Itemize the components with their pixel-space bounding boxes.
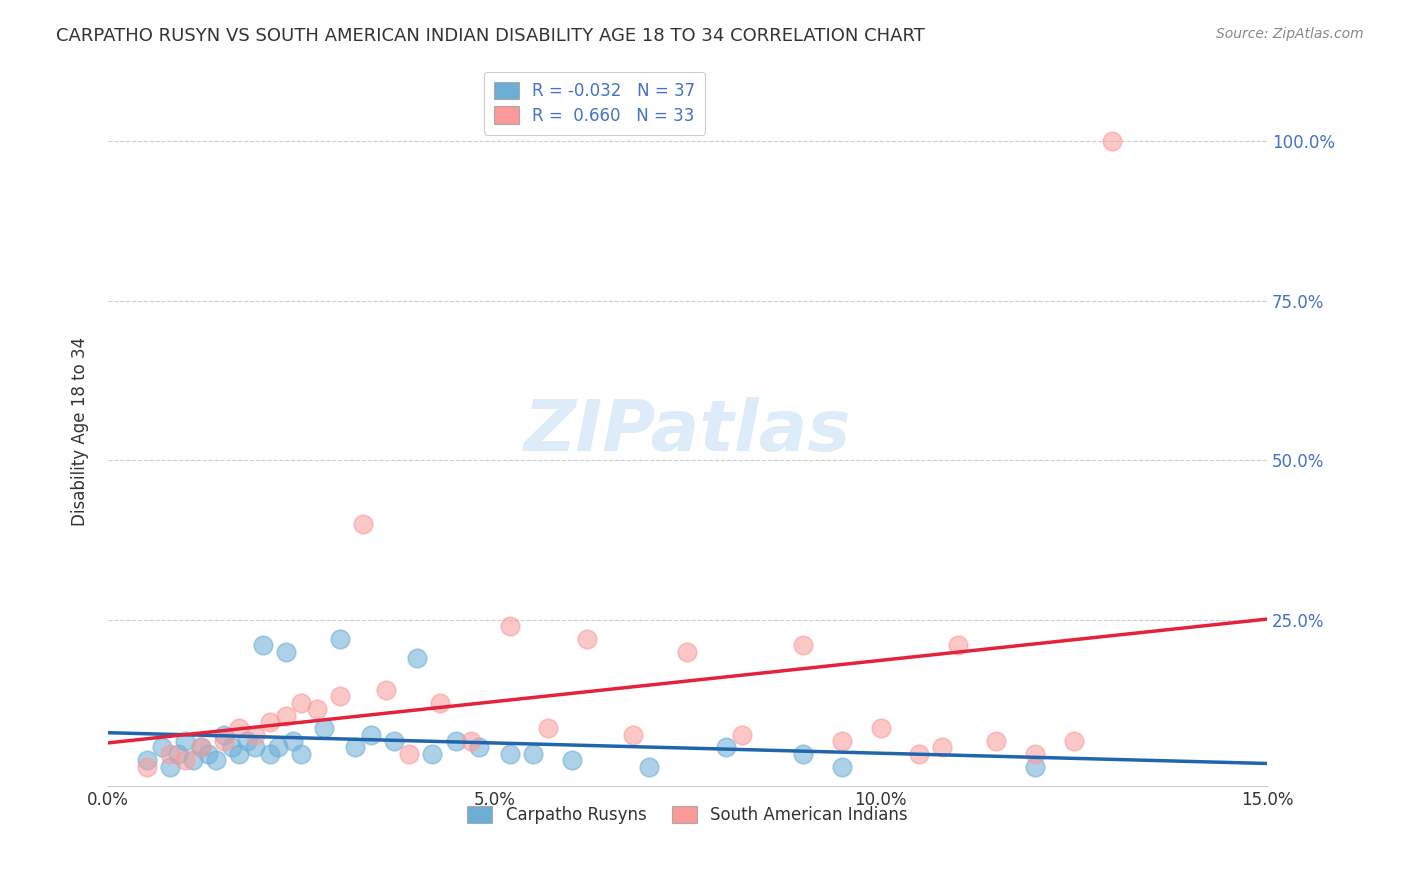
Point	[499, 747, 522, 761]
Y-axis label: Disability Age 18 to 34: Disability Age 18 to 34	[72, 337, 89, 526]
Point	[243, 728, 266, 742]
Point	[205, 753, 228, 767]
Point	[329, 632, 352, 646]
Point	[637, 759, 659, 773]
Point	[792, 747, 814, 761]
Point	[274, 708, 297, 723]
Point	[228, 722, 250, 736]
Point	[576, 632, 599, 646]
Point	[931, 740, 953, 755]
Point	[243, 740, 266, 755]
Point	[283, 734, 305, 748]
Point	[792, 639, 814, 653]
Point	[259, 747, 281, 761]
Point	[181, 753, 204, 767]
Point	[259, 714, 281, 729]
Point	[159, 759, 181, 773]
Legend: Carpatho Rusyns, South American Indians: Carpatho Rusyns, South American Indians	[457, 796, 918, 834]
Point	[174, 734, 197, 748]
Point	[986, 734, 1008, 748]
Point	[174, 753, 197, 767]
Point	[382, 734, 405, 748]
Point	[946, 639, 969, 653]
Point	[212, 734, 235, 748]
Point	[1024, 759, 1046, 773]
Point	[135, 759, 157, 773]
Point	[869, 722, 891, 736]
Point	[714, 740, 737, 755]
Point	[522, 747, 544, 761]
Text: CARPATHO RUSYN VS SOUTH AMERICAN INDIAN DISABILITY AGE 18 TO 34 CORRELATION CHAR: CARPATHO RUSYN VS SOUTH AMERICAN INDIAN …	[56, 27, 925, 45]
Point	[429, 696, 451, 710]
Point	[236, 734, 259, 748]
Point	[398, 747, 420, 761]
Point	[190, 740, 212, 755]
Point	[190, 740, 212, 755]
Point	[344, 740, 367, 755]
Point	[1063, 734, 1085, 748]
Point	[537, 722, 560, 736]
Text: ZIPatlas: ZIPatlas	[524, 397, 851, 467]
Point	[352, 517, 374, 532]
Point	[360, 728, 382, 742]
Point	[290, 696, 312, 710]
Point	[135, 753, 157, 767]
Point	[1024, 747, 1046, 761]
Point	[314, 722, 336, 736]
Point	[290, 747, 312, 761]
Point	[252, 639, 274, 653]
Point	[166, 747, 188, 761]
Point	[468, 740, 491, 755]
Text: Source: ZipAtlas.com: Source: ZipAtlas.com	[1216, 27, 1364, 41]
Point	[329, 690, 352, 704]
Point	[730, 728, 752, 742]
Point	[212, 728, 235, 742]
Point	[561, 753, 583, 767]
Point	[375, 683, 398, 698]
Point	[221, 740, 243, 755]
Point	[159, 747, 181, 761]
Point	[422, 747, 444, 761]
Point	[274, 645, 297, 659]
Point	[267, 740, 290, 755]
Point	[831, 734, 853, 748]
Point	[444, 734, 467, 748]
Point	[676, 645, 699, 659]
Point	[197, 747, 219, 761]
Point	[406, 651, 429, 665]
Point	[908, 747, 931, 761]
Point	[228, 747, 250, 761]
Point	[150, 740, 173, 755]
Point	[1101, 134, 1123, 148]
Point	[831, 759, 853, 773]
Point	[499, 619, 522, 633]
Point	[460, 734, 482, 748]
Point	[305, 702, 328, 716]
Point	[621, 728, 644, 742]
